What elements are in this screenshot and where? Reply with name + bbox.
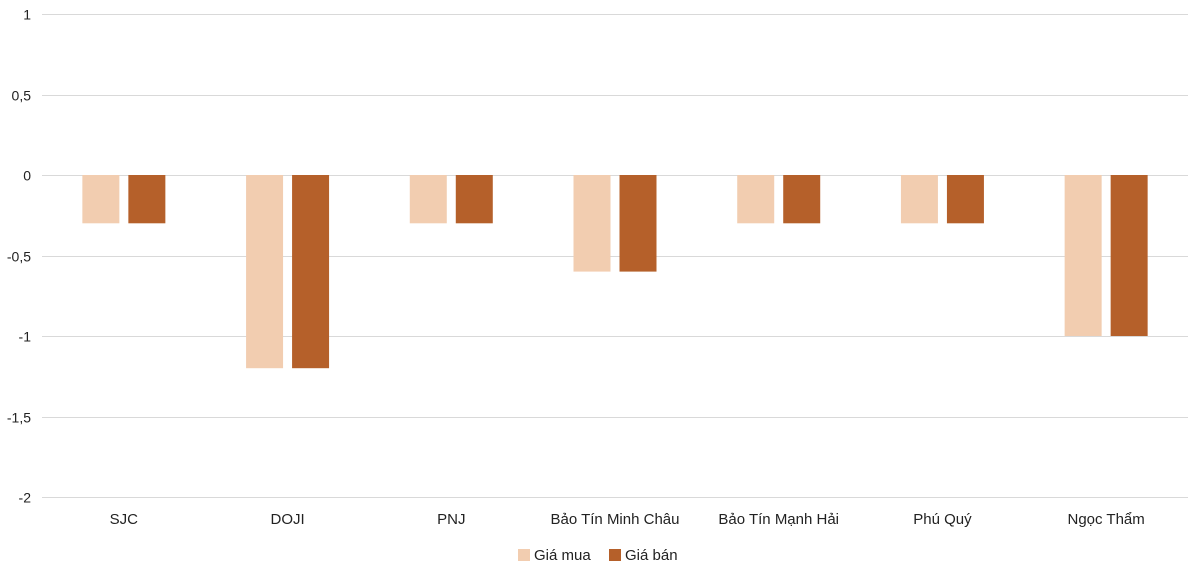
x-category-label: Phú Quý <box>913 511 972 528</box>
y-tick-label: -0,5 <box>7 249 31 265</box>
bars <box>82 175 1148 369</box>
legend: Giá mua Giá bán <box>518 547 678 564</box>
y-tick-label: -1,5 <box>7 410 31 426</box>
x-category-label: DOJI <box>270 511 304 528</box>
legend-swatch <box>609 549 621 561</box>
y-tick-label: -2 <box>19 490 32 506</box>
y-tick-label: 1 <box>23 7 31 23</box>
bar-gia-mua <box>409 175 447 224</box>
legend-label: Giá bán <box>625 547 678 564</box>
bar-gia-mua <box>573 175 611 272</box>
x-category-label: PNJ <box>437 511 465 528</box>
bar-gia-ban <box>455 175 493 224</box>
legend-swatch <box>518 549 530 561</box>
x-category-label: Ngọc Thẩm <box>1068 511 1145 528</box>
y-tick-label: 0,5 <box>12 88 32 104</box>
x-category-label: Bảo Tín Minh Châu <box>551 511 680 528</box>
bar-gia-mua <box>737 175 775 224</box>
bar-gia-mua <box>1064 175 1102 336</box>
y-axis-ticks: 1 0,5 0 -0,5 -1 -1,5 -2 <box>7 7 31 506</box>
x-axis-categories: SJC DOJI PNJ Bảo Tín Minh Châu Bảo Tín Mạnh … <box>110 511 1145 528</box>
y-tick-label: -1 <box>19 329 32 345</box>
bar-gia-mua <box>82 175 120 224</box>
bar-gia-mua <box>246 175 284 369</box>
y-tick-label: 0 <box>23 168 31 184</box>
x-category-label: SJC <box>110 511 139 528</box>
x-category-label: Bảo Tín Mạnh Hải <box>718 511 839 528</box>
bar-gia-ban <box>783 175 821 224</box>
legend-label: Giá mua <box>534 547 591 564</box>
bar-gia-ban <box>946 175 984 224</box>
bar-gia-mua <box>900 175 938 224</box>
bar-gia-ban <box>128 175 166 224</box>
gridlines <box>42 14 1188 498</box>
bar-gia-ban <box>619 175 657 272</box>
bar-gia-ban <box>1110 175 1148 336</box>
bar-gia-ban <box>292 175 330 369</box>
